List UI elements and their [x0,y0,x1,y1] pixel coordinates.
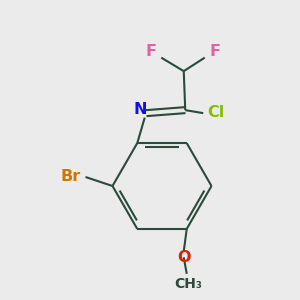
Text: Br: Br [61,169,81,184]
Text: Cl: Cl [208,105,225,120]
Text: F: F [146,44,157,59]
Text: O: O [177,250,190,265]
Text: CH₃: CH₃ [174,278,202,291]
Text: N: N [134,102,147,117]
Text: F: F [210,44,221,59]
